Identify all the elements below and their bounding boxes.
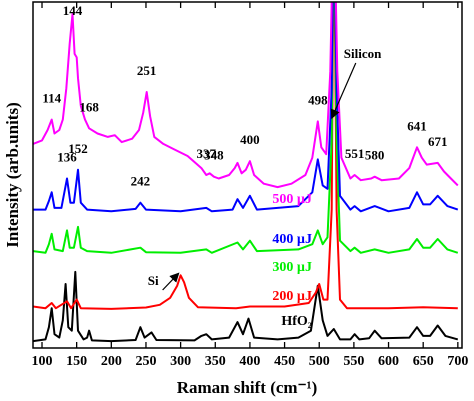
series-label: HfO₂ [281,314,312,329]
peak-label: 144 [63,3,83,18]
x-tick-label: 350 [205,354,226,369]
peak-label: 242 [131,174,151,189]
peak-label: 580 [365,148,385,163]
annotation-label: Silicon [344,46,382,61]
peak-label: 136 [57,149,77,164]
peak-label: 337 [197,146,217,161]
peak-label: 400 [240,132,260,147]
peak-label: 498 [308,92,328,107]
series-label: 500 µJ [272,192,312,207]
x-tick-label: 650 [413,354,434,369]
annotation-label: Si [148,273,159,288]
x-tick-label: 600 [378,354,399,369]
x-tick-label: 100 [32,354,53,369]
series-line [33,2,458,310]
series-line [33,2,459,254]
peak-label: 168 [79,99,99,114]
peak-label: 114 [42,91,61,106]
plot-area [33,2,459,343]
y-axis-label: Intensity (arb.units) [3,102,22,247]
series-label: 300 µJ [272,260,312,275]
plot-frame [32,1,463,349]
series-line [33,270,459,343]
x-tick-label: 200 [101,354,122,369]
x-tick-label: 300 [170,354,191,369]
annotation-arrow [330,62,357,120]
peak-label: 152 [68,141,88,156]
series-line [33,2,459,213]
peak-label: 348 [204,148,224,163]
series-label: 400 µJ [272,232,312,247]
x-tick-label: 550 [343,354,364,369]
annotation-arrow [162,272,180,291]
peak-label: 551 [345,146,365,161]
x-tick-label: 700 [447,354,468,369]
x-tick-label: 450 [274,354,295,369]
x-axis-label: Raman shift (cm⁻¹) [177,378,318,397]
series-line [33,2,459,189]
peak-label: 251 [137,63,157,78]
series-label: 200 µJ [272,289,312,304]
x-tick-label: 500 [309,354,330,369]
x-tick-label: 250 [135,354,156,369]
x-tick-label: 400 [239,354,260,369]
peak-label: 641 [407,118,427,133]
x-tick-label: 150 [66,354,87,369]
peak-label: 671 [428,134,448,149]
